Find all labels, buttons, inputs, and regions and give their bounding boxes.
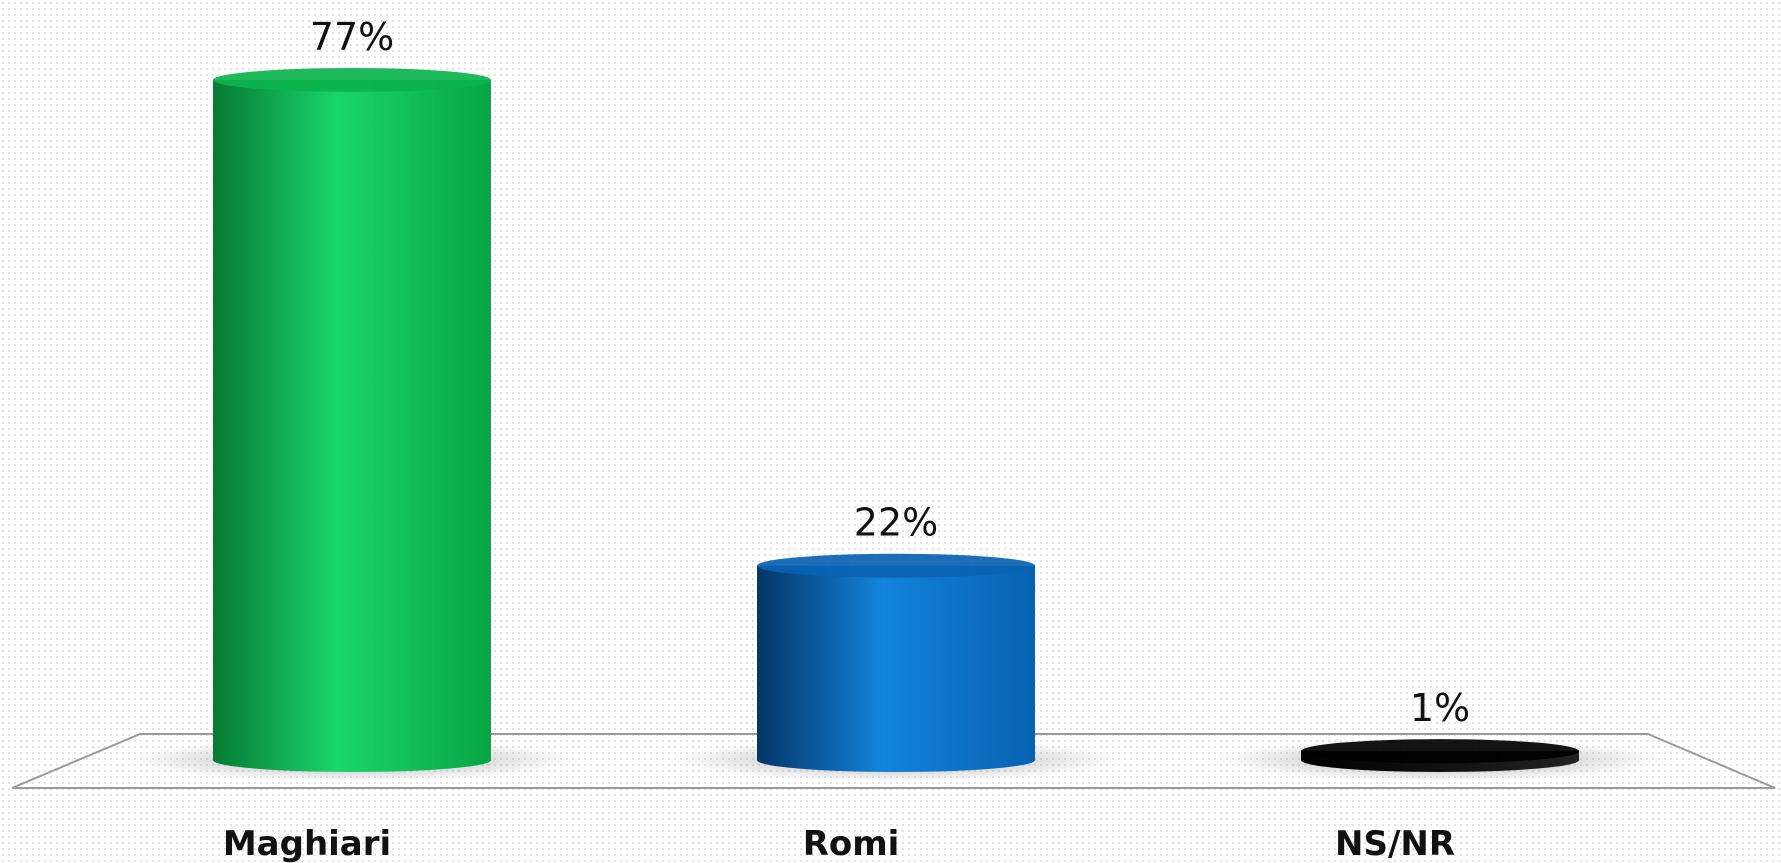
bar-top [757,553,1035,578]
bar-top [213,68,491,92]
bar-top [1301,739,1579,764]
category-label: NS/NR [1335,824,1455,863]
bars-group [123,68,1669,782]
category-label: Romi [803,824,900,863]
value-label: 77% [310,15,394,59]
bar-body [757,565,1035,772]
value-label: 22% [854,501,938,545]
floor-plane [11,733,1776,789]
value-label: 1% [1410,686,1470,730]
bar-body [213,80,491,772]
category-label: Maghiari [223,824,391,863]
